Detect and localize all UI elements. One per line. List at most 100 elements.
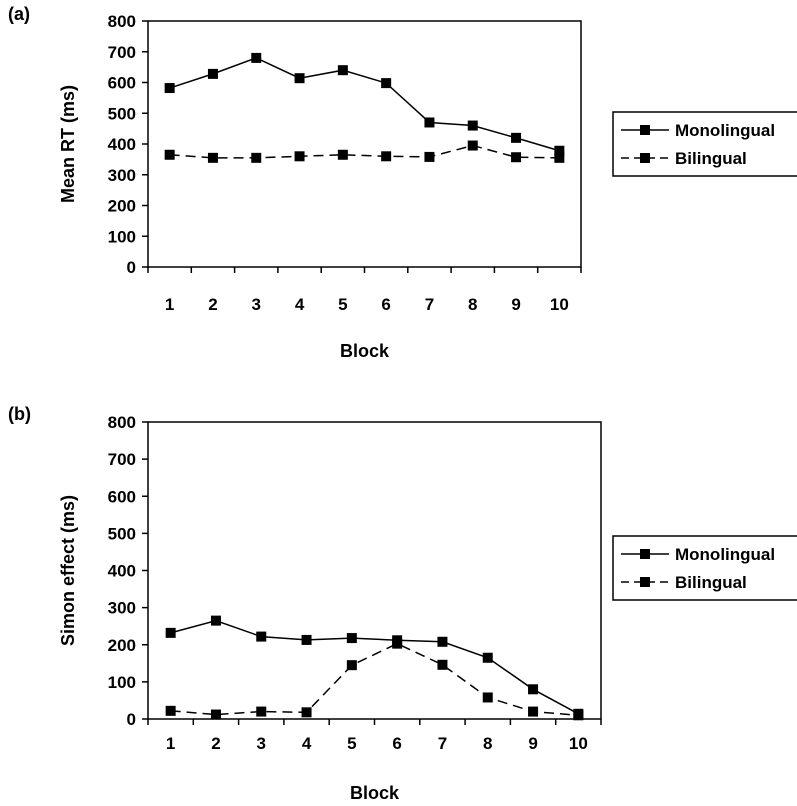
data-point-bilingual — [392, 638, 403, 649]
y-tick-label: 800 — [108, 413, 136, 432]
legend-label: Bilingual — [675, 573, 747, 592]
x-tick-label: 3 — [252, 295, 261, 314]
data-point-monolingual — [467, 120, 478, 131]
data-point-monolingual — [381, 78, 392, 89]
data-point-bilingual — [554, 152, 565, 163]
data-point-bilingual — [251, 152, 262, 163]
y-tick-label: 100 — [108, 227, 136, 246]
y-tick-label: 200 — [108, 636, 136, 655]
data-point-monolingual — [554, 145, 565, 156]
data-point-bilingual — [424, 151, 435, 162]
x-tick-label: 10 — [550, 295, 569, 314]
data-point-monolingual — [164, 83, 175, 94]
data-point-bilingual — [511, 152, 522, 163]
x-tick-label: 1 — [165, 295, 174, 314]
x-tick-label: 4 — [295, 295, 305, 314]
panel-label: (b) — [8, 404, 31, 424]
legend-swatch-marker — [640, 549, 650, 559]
data-point-bilingual — [482, 692, 493, 703]
x-tick-label: 2 — [211, 734, 220, 753]
legend-box — [612, 535, 797, 601]
data-point-monolingual — [424, 117, 435, 128]
chart-panel-1: (a) 0 100 200 300 400 500 600 700 800 1 2 3 4 5 6 7 8 9 10 B… — [8, 4, 797, 361]
data-point-bilingual — [381, 151, 392, 162]
y-tick-label: 0 — [127, 258, 136, 277]
y-tick-label: 500 — [108, 524, 136, 543]
y-tick-label: 800 — [108, 12, 136, 31]
data-point-monolingual — [301, 634, 312, 645]
x-tick-label: 6 — [381, 295, 390, 314]
legend: Monolingual Bilingual — [612, 535, 797, 601]
y-tick-label: 700 — [108, 43, 136, 62]
plot-area-border — [147, 20, 582, 268]
y-tick-label: 600 — [108, 487, 136, 506]
data-point-monolingual — [294, 73, 305, 84]
x-tick-label: 9 — [528, 734, 537, 753]
x-tick-label: 4 — [302, 734, 312, 753]
data-point-monolingual — [528, 684, 539, 695]
x-axis-title: Block — [350, 783, 400, 803]
y-tick-label: 300 — [108, 599, 136, 618]
data-point-bilingual — [301, 707, 312, 718]
plot-area-border — [147, 421, 602, 720]
x-tick-label: 7 — [438, 734, 447, 753]
x-tick-label: 10 — [569, 734, 588, 753]
y-tick-label: 400 — [108, 135, 136, 154]
data-point-monolingual — [251, 52, 262, 63]
legend-box — [612, 111, 797, 177]
y-tick-label: 100 — [108, 673, 136, 692]
y-tick-label: 500 — [108, 104, 136, 123]
series-line-bilingual — [170, 642, 579, 717]
y-tick-label: 200 — [108, 197, 136, 216]
data-point-monolingual — [346, 633, 357, 644]
data-point-monolingual — [207, 68, 218, 79]
x-tick-label: 8 — [483, 734, 492, 753]
data-point-monolingual — [165, 627, 176, 638]
y-axis-title: Simon effect (ms) — [58, 495, 78, 646]
data-point-bilingual — [294, 151, 305, 162]
y-axis-title: Mean RT (ms) — [58, 85, 78, 203]
x-tick-label: 6 — [392, 734, 401, 753]
x-tick-label: 9 — [511, 295, 520, 314]
data-point-bilingual — [256, 706, 267, 717]
data-point-bilingual — [164, 149, 175, 160]
data-point-bilingual — [346, 660, 357, 671]
legend-swatch-marker — [640, 577, 650, 587]
data-point-bilingual — [207, 152, 218, 163]
data-point-bilingual — [337, 149, 348, 160]
x-tick-label: 5 — [347, 734, 356, 753]
data-point-bilingual — [573, 710, 584, 721]
x-tick-label: 1 — [166, 734, 175, 753]
x-tick-label: 7 — [425, 295, 434, 314]
data-point-bilingual — [210, 709, 221, 720]
legend-label: Monolingual — [675, 121, 775, 140]
data-point-monolingual — [511, 132, 522, 143]
data-point-monolingual — [337, 65, 348, 76]
data-point-bilingual — [467, 140, 478, 151]
x-tick-label: 8 — [468, 295, 477, 314]
y-tick-label: 700 — [108, 450, 136, 469]
series-line-monolingual — [169, 57, 560, 152]
x-tick-label: 5 — [338, 295, 347, 314]
series-line-bilingual — [169, 144, 560, 159]
panel-label: (a) — [8, 4, 30, 24]
y-tick-label: 300 — [108, 166, 136, 185]
data-point-monolingual — [256, 631, 267, 642]
legend: Monolingual Bilingual — [612, 111, 797, 177]
legend-swatch-marker — [640, 153, 650, 163]
y-tick-label: 0 — [127, 710, 136, 729]
x-axis-title: Block — [340, 341, 390, 361]
legend-swatch-marker — [640, 125, 650, 135]
legend-label: Bilingual — [675, 149, 747, 168]
data-point-bilingual — [437, 659, 448, 670]
chart-panel-2: (b) 0 100 200 300 400 500 600 700 800 1 2 3 4 5 6 7 8 9 10 B… — [8, 404, 797, 803]
data-point-bilingual — [528, 706, 539, 717]
y-tick-label: 400 — [108, 562, 136, 581]
data-point-bilingual — [165, 705, 176, 716]
series-line-monolingual — [170, 619, 579, 715]
y-tick-label: 600 — [108, 74, 136, 93]
legend-label: Monolingual — [675, 545, 775, 564]
data-point-monolingual — [482, 652, 493, 663]
data-point-monolingual — [210, 615, 221, 626]
